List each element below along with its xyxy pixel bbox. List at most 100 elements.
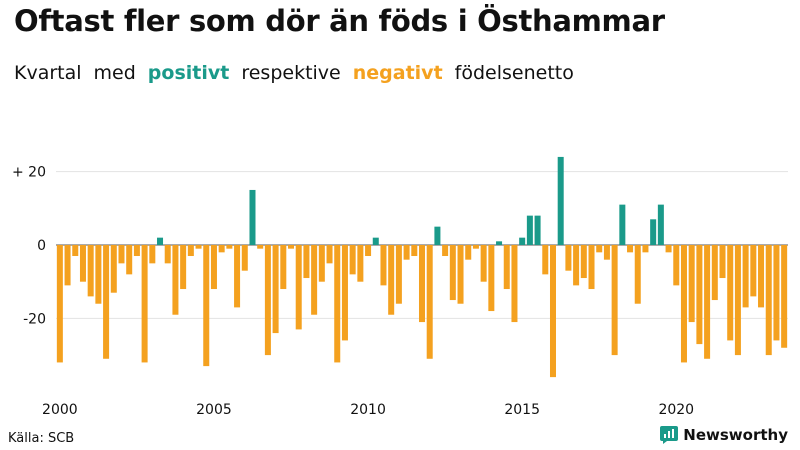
bar [619, 204, 626, 245]
subtitle-word-fodelsenetto: födelsenetto [454, 62, 574, 84]
bar [380, 245, 387, 286]
bar [157, 237, 164, 245]
bar [272, 245, 279, 334]
source-note: Källa: SCB [8, 431, 75, 446]
bar [288, 245, 295, 249]
bar [526, 215, 533, 245]
bar [218, 245, 225, 253]
bar [311, 245, 318, 315]
bar [511, 245, 518, 323]
bar [696, 245, 703, 345]
bar [573, 245, 580, 286]
bar [758, 245, 765, 308]
bar [241, 245, 248, 271]
bar [781, 245, 788, 348]
bar [126, 245, 133, 275]
bar [634, 245, 641, 304]
bar [95, 245, 102, 304]
bar [326, 245, 333, 264]
bar [426, 245, 433, 359]
newsworthy-icon [660, 426, 679, 444]
chart-subtitle: Kvartal med positivt respektive negativt föde… [14, 62, 586, 84]
bar [280, 245, 287, 290]
bar [472, 245, 479, 249]
bar [442, 245, 449, 257]
bar [742, 245, 749, 308]
bar [234, 245, 241, 308]
bar [395, 245, 402, 304]
bar [750, 245, 757, 297]
bar [534, 215, 541, 245]
bar [503, 245, 510, 290]
subtitle-word-respektive: respektive [241, 62, 341, 84]
x-tick-label: 2000 [42, 402, 78, 418]
bar [711, 245, 718, 301]
bar [334, 245, 341, 363]
bar [603, 245, 610, 260]
bar [349, 245, 356, 275]
bar [673, 245, 680, 286]
bar [195, 245, 202, 249]
bar [87, 245, 94, 297]
bar [118, 245, 125, 264]
bar [249, 189, 256, 245]
bar [457, 245, 464, 304]
x-tick-label: 2005 [196, 402, 232, 418]
bar [103, 245, 110, 359]
bar [141, 245, 148, 363]
bar [549, 245, 556, 378]
bar [496, 241, 503, 245]
bar [295, 245, 302, 330]
bar [580, 245, 587, 279]
bar [434, 226, 441, 245]
bar [418, 245, 426, 323]
bar [411, 245, 418, 257]
bar [180, 245, 187, 290]
bar [773, 245, 780, 341]
bar [56, 245, 63, 363]
bar [303, 245, 310, 279]
bar [465, 245, 472, 260]
bar [388, 245, 395, 315]
bar [72, 245, 79, 257]
bar [765, 245, 772, 356]
bar [403, 245, 410, 260]
bar [357, 245, 364, 282]
bar [719, 245, 726, 279]
bar [449, 245, 456, 301]
bar [164, 245, 171, 264]
bar [688, 245, 695, 323]
bar [704, 245, 711, 359]
bar [588, 245, 595, 290]
subtitle-word-kvartal: Kvartal [14, 62, 82, 84]
bar [727, 245, 734, 341]
chart-title: Oftast fler som dör än föds i Östhammar [14, 4, 665, 38]
bar [64, 245, 71, 286]
bar [341, 245, 348, 341]
bar [257, 245, 264, 249]
bar [110, 245, 117, 293]
bar [642, 245, 649, 253]
y-tick-label: 0 [37, 238, 46, 254]
newsworthy-logo: Newsworthy [660, 426, 788, 444]
bar [542, 245, 549, 275]
bar [372, 237, 379, 245]
bar-chart: + 20 0 -20 2000 2005 2010 2015 2020 [12, 156, 788, 418]
bar [226, 245, 233, 249]
x-tick-label: 2020 [658, 402, 694, 418]
bar [172, 245, 179, 315]
bar [318, 245, 325, 282]
bar [79, 245, 86, 282]
bar [680, 245, 687, 363]
bar [488, 245, 495, 312]
subtitle-negative-label: negativt [352, 62, 443, 84]
bar [650, 219, 657, 245]
bar [187, 245, 194, 257]
y-tick-label: + 20 [12, 165, 46, 181]
bar [627, 245, 634, 253]
x-tick-label: 2010 [350, 402, 386, 418]
brand-name: Newsworthy [683, 426, 788, 444]
bar [149, 245, 156, 264]
bar [596, 245, 603, 253]
bar [734, 245, 741, 356]
